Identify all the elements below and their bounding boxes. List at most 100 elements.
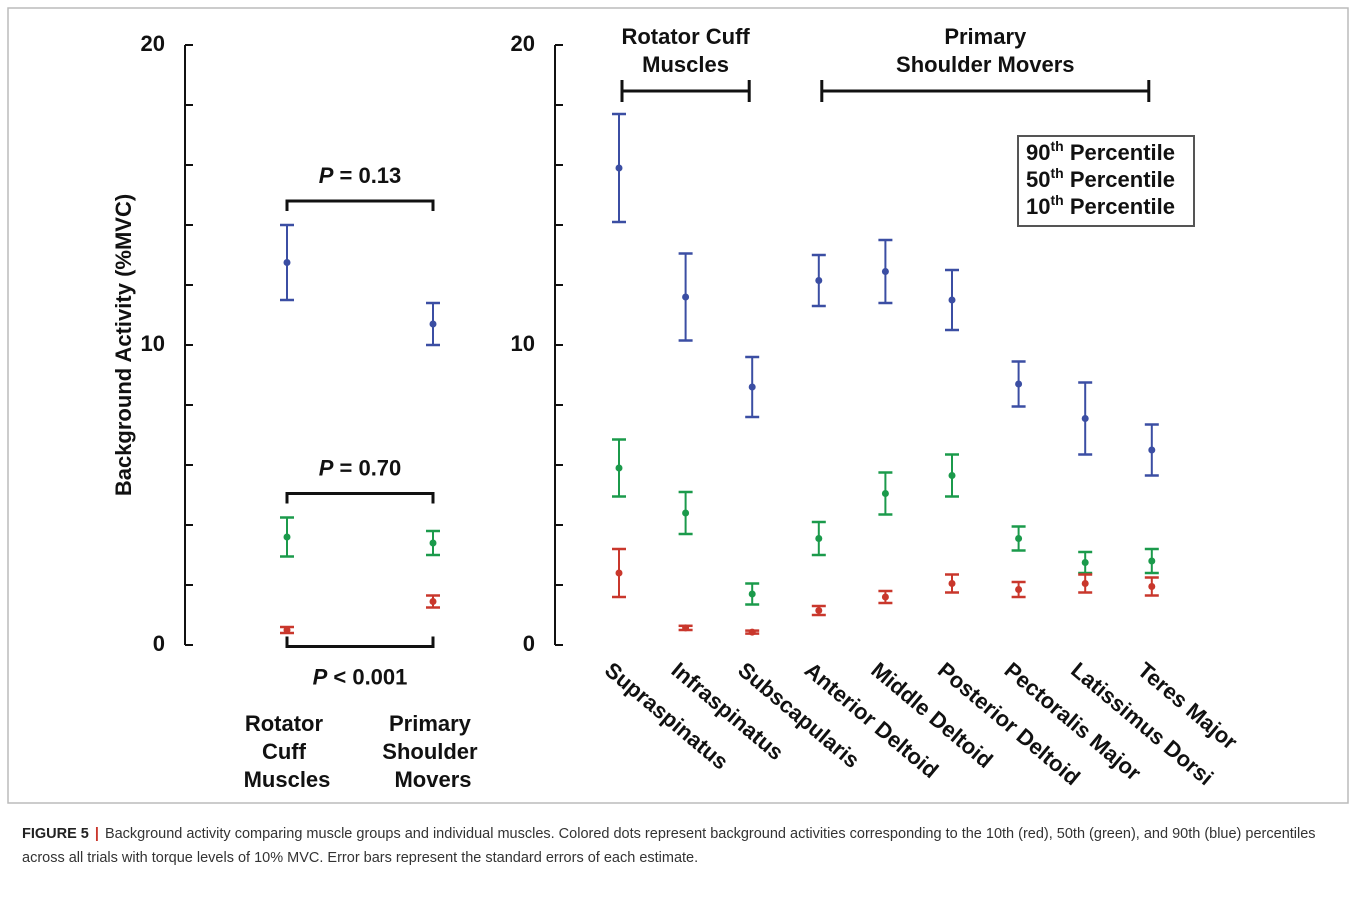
error-bar — [745, 582, 760, 606]
error-bar — [426, 529, 440, 557]
point — [881, 268, 889, 275]
comparison-label: P = 0.70 — [319, 455, 402, 480]
error-bar — [1078, 550, 1093, 575]
y-tick-label: 10 — [511, 331, 535, 356]
chart: 0 10 20 Background Activity (%MVC) Rotator C… — [7, 7, 1349, 804]
error-bar — [1078, 381, 1093, 456]
point — [1081, 580, 1089, 587]
error-bar — [1144, 576, 1159, 597]
point — [429, 320, 437, 328]
legend-box — [1017, 135, 1195, 227]
error-bar — [678, 252, 693, 342]
group-bracket — [620, 80, 751, 102]
x-tick-label: Primary Shoulder Movers — [382, 711, 483, 792]
error-bar — [678, 490, 693, 536]
error-bar — [1011, 360, 1026, 408]
point — [948, 580, 956, 587]
error-bar — [1011, 525, 1026, 552]
point — [948, 472, 956, 479]
group-label: Primary — [944, 24, 1027, 49]
point — [682, 509, 690, 517]
group-bracket — [820, 80, 1151, 102]
point — [1148, 446, 1156, 454]
point — [815, 277, 823, 284]
point — [881, 490, 889, 497]
point — [1015, 586, 1023, 593]
error-bar — [280, 625, 294, 635]
point — [1081, 559, 1089, 566]
point — [1148, 557, 1156, 565]
error-bar — [1144, 547, 1159, 575]
point — [283, 626, 291, 634]
point — [748, 383, 756, 391]
error-bar — [280, 223, 294, 302]
error-bar — [811, 253, 826, 308]
x-tick-label: Infraspinatus — [667, 657, 789, 765]
comparison-bracket — [285, 492, 435, 504]
caption-separator: | — [94, 826, 99, 842]
error-bar — [945, 268, 959, 332]
caption: FIGURE 5 | Background activity comparing m… — [22, 822, 1332, 870]
y-tick-label: 20 — [511, 31, 535, 56]
group-label: Shoulder Movers — [896, 52, 1074, 77]
point — [682, 293, 690, 301]
group-label: Muscles — [642, 52, 729, 77]
comparison-label: P = 0.13 — [319, 163, 402, 188]
error-bar — [811, 604, 826, 617]
point — [881, 593, 889, 601]
point — [682, 624, 690, 632]
error-bar — [745, 355, 760, 419]
figure-frame — [7, 7, 1349, 804]
comparison-label: P < 0.001 — [313, 664, 408, 689]
group-label: Rotator Cuff — [621, 24, 750, 49]
point — [1015, 380, 1023, 388]
y-axis-label: Background Activity (%MVC) — [111, 194, 136, 496]
point — [283, 259, 291, 266]
error-bar — [945, 453, 959, 498]
error-bar — [811, 520, 826, 557]
x-tick-label: Rotator Cuff Muscles — [244, 711, 331, 792]
error-bar — [745, 628, 760, 636]
error-bar — [426, 594, 440, 609]
point — [283, 533, 291, 541]
point — [1148, 583, 1156, 590]
y-tick-label: 0 — [153, 631, 165, 656]
comparison-bracket — [285, 636, 435, 648]
point — [615, 164, 623, 172]
error-bar — [612, 547, 626, 599]
error-bar — [426, 301, 440, 347]
error-bar — [612, 438, 626, 498]
y-tick-label: 10 — [141, 331, 165, 356]
error-bar — [280, 516, 294, 558]
point — [429, 539, 437, 547]
y-tick-label: 20 — [141, 31, 165, 56]
point — [815, 607, 823, 614]
legend-label: 10th Percentile — [1026, 192, 1175, 219]
error-bar — [1011, 580, 1026, 599]
point — [748, 628, 756, 636]
error-bar — [612, 112, 626, 224]
point — [615, 464, 623, 472]
point — [615, 569, 623, 577]
x-tick-label: Supraspinatus — [600, 657, 733, 774]
caption-text: Background activity comparing muscle gro… — [22, 826, 1316, 866]
error-bar — [1078, 573, 1093, 594]
point — [1081, 415, 1089, 422]
point — [748, 590, 756, 598]
error-bar — [878, 589, 893, 605]
point — [815, 535, 823, 542]
legend-label: 50th Percentile — [1026, 165, 1175, 192]
point — [1015, 535, 1023, 542]
comparison-bracket — [285, 199, 435, 211]
legend-label: 90th Percentile — [1026, 138, 1175, 165]
caption-label: FIGURE 5 — [22, 826, 89, 842]
error-bar — [678, 624, 693, 632]
error-bar — [878, 471, 893, 516]
error-bar — [878, 238, 893, 305]
error-bar — [1144, 423, 1159, 477]
y-tick-label: 0 — [523, 631, 535, 656]
point — [429, 598, 437, 605]
point — [948, 296, 956, 304]
error-bar — [945, 573, 959, 594]
